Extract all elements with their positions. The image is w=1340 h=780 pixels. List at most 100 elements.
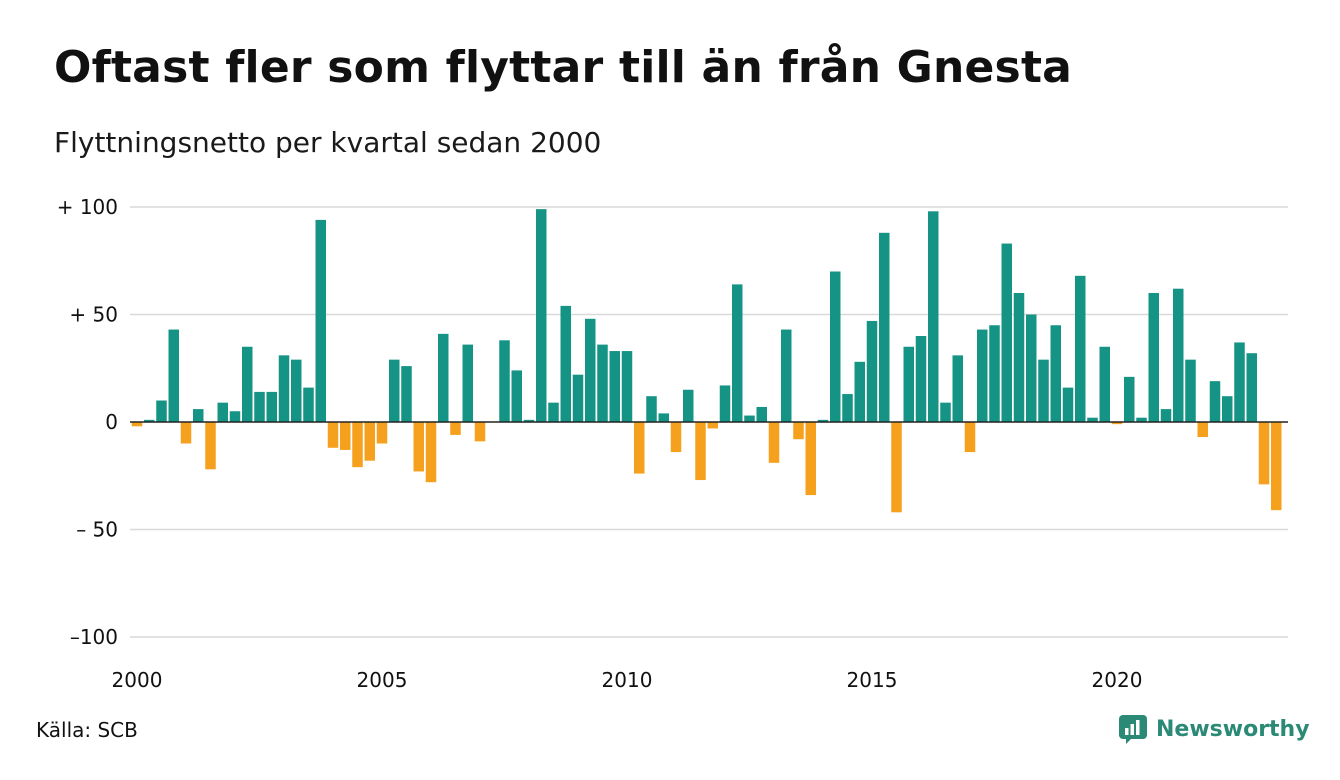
bar: [732, 284, 743, 422]
bar: [1271, 422, 1282, 511]
bar: [1124, 376, 1135, 422]
y-tick-label: + 100: [57, 195, 118, 219]
bar: [1136, 417, 1147, 422]
bar: [462, 344, 473, 422]
bar: [548, 402, 559, 422]
bar: [131, 422, 143, 427]
bar: [450, 422, 461, 435]
chart-title: Oftast fler som flyttar till än från Gne…: [54, 42, 1073, 93]
bar: [1160, 409, 1172, 422]
bar: [670, 422, 682, 453]
bar: [854, 361, 865, 422]
bar-chart: + 100 + 50 0 – 50 –100 2000 2005 2010 2015 2020: [57, 195, 1288, 692]
bar: [425, 422, 437, 483]
bar: [1197, 422, 1208, 438]
bar: [352, 422, 363, 468]
bar: [989, 325, 1000, 422]
bar: [1062, 387, 1074, 422]
x-tick-label: 2015: [847, 668, 898, 692]
bar: [609, 351, 620, 422]
bar: [217, 402, 228, 422]
bar: [866, 320, 878, 422]
bar: [683, 389, 694, 422]
bar: [523, 419, 535, 422]
y-tick-labels: + 100 + 50 0 – 50 –100: [57, 195, 118, 649]
bar: [952, 355, 963, 422]
bar: [781, 329, 792, 422]
bar: [413, 422, 424, 472]
bar: [376, 422, 388, 444]
bar: [744, 415, 755, 422]
bar: [1173, 288, 1184, 422]
source-note: Källa: SCB: [36, 718, 138, 742]
bar: [585, 318, 596, 422]
x-tick-labels: 2000 2005 2010 2015 2020: [112, 668, 1143, 692]
bar: [621, 351, 633, 422]
bar: [1099, 346, 1110, 422]
brand-logo: Newsworthy: [1118, 714, 1310, 744]
bar: [1001, 243, 1012, 422]
bar: [1111, 422, 1123, 425]
bar: [768, 422, 780, 463]
bar: [364, 422, 375, 461]
bar: [1026, 314, 1037, 422]
bar: [266, 391, 277, 422]
bar: [511, 370, 522, 422]
bar: [242, 346, 253, 422]
x-tick-label: 2020: [1092, 668, 1143, 692]
bar: [327, 422, 339, 448]
bar: [229, 411, 241, 422]
bar: [719, 385, 731, 422]
bar: [707, 422, 718, 429]
bar: [1087, 417, 1098, 422]
newsworthy-icon: [1119, 715, 1147, 744]
bar: [193, 409, 204, 422]
bar: [695, 422, 706, 481]
bar: [180, 422, 192, 444]
bar: [315, 219, 326, 422]
chart-subtitle: Flyttningsnetto per kvartal sedan 2000: [54, 126, 602, 159]
bar: [805, 422, 816, 496]
bar: [793, 422, 804, 440]
bar: [1246, 353, 1257, 422]
bar: [1222, 396, 1233, 422]
bar: [144, 419, 155, 422]
y-tick-label: 0: [105, 410, 118, 434]
bar: [928, 211, 939, 422]
y-tick-label: –100: [70, 625, 118, 649]
bar: [560, 305, 571, 422]
bar: [903, 346, 914, 422]
bar: [1209, 381, 1221, 422]
bar: [278, 355, 290, 422]
bar: [830, 271, 841, 422]
y-tick-label: + 50: [69, 303, 118, 327]
bar: [964, 422, 976, 453]
bar: [254, 391, 265, 422]
bar: [756, 406, 767, 422]
bar: [303, 387, 314, 422]
bar: [940, 402, 951, 422]
bar: [1075, 275, 1086, 422]
bar: [597, 344, 608, 422]
bar: [879, 232, 890, 422]
bar: [536, 209, 547, 422]
bar: [1185, 359, 1196, 422]
bar: [291, 359, 302, 422]
bar: [1013, 293, 1025, 422]
bar: [389, 359, 400, 422]
brand-name: Newsworthy: [1156, 716, 1310, 742]
grid-layer: [130, 206, 1288, 638]
bar: [1050, 325, 1061, 422]
bar: [474, 422, 486, 442]
bars-layer: [131, 209, 1282, 513]
bar: [499, 340, 510, 422]
bar: [634, 422, 645, 474]
bar: [168, 329, 179, 422]
bar: [817, 419, 829, 422]
bar: [1148, 293, 1159, 422]
x-tick-label: 2010: [602, 668, 653, 692]
bar: [205, 422, 216, 470]
bar: [1038, 359, 1049, 422]
bar: [977, 329, 988, 422]
bar: [915, 336, 927, 422]
